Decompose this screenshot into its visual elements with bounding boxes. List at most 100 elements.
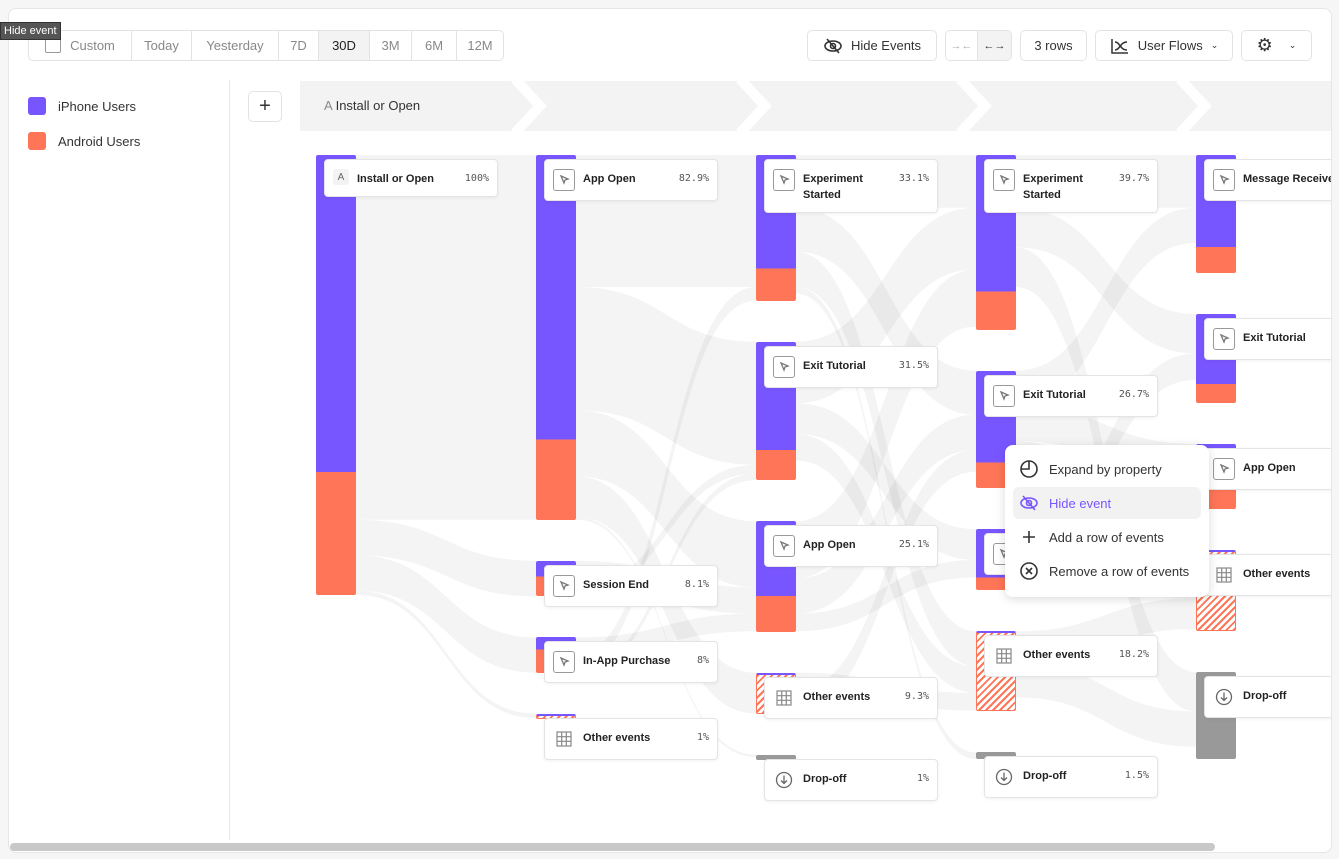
grid-icon [773,687,795,709]
flow-link-11[interactable] [576,287,756,669]
node-percent: 1% [916,772,929,784]
date-range-3m[interactable]: 3M [370,31,412,60]
node-card[interactable]: In-App Purchase 8% [544,641,718,684]
flow-link-8[interactable] [576,517,756,758]
flow-link-22[interactable] [796,559,976,632]
node-card[interactable]: Other events [1204,553,1331,596]
date-range-30d[interactable]: 30D [319,31,370,60]
node-name: Exit Tutorial [1243,331,1306,344]
node-percent: 31.5% [898,359,929,371]
legend-swatch [28,97,46,115]
node-name: Other events [803,690,871,703]
gear-icon: ⚙ [1256,35,1273,55]
flow-link-25[interactable] [796,287,976,759]
node-name: Exit Tutorial [803,359,866,372]
flow-link-18[interactable] [796,403,976,560]
flow-link-29[interactable] [1016,207,1196,406]
node-name: Experiment Started [1023,173,1083,201]
flow-link-1[interactable] [356,519,536,597]
view-label: User Flows [1137,38,1203,53]
node-card[interactable]: Drop-off [1204,675,1331,718]
step-a-label[interactable]: A Install or Open [324,98,420,113]
plus-icon: + [259,95,271,117]
node-card[interactable]: A Install or Open 100% [324,159,498,197]
rows-label: 3 rows [1034,38,1073,53]
menu-item-add-a-row-of-events[interactable]: Add a row of events [1013,521,1201,553]
view-dropdown[interactable]: User Flows ⌄ [1095,30,1233,61]
flow-link-12[interactable] [576,464,756,596]
node-percent: 1% [696,731,709,743]
event-cursor-icon [1213,457,1235,480]
flow-link-27[interactable] [1016,207,1196,354]
node-name: Session End [583,578,650,591]
flow-link-3[interactable] [356,590,536,718]
node-card[interactable]: Experiment Started 33.1% [764,159,938,213]
event-cursor-icon [553,169,575,191]
collapse-button[interactable]: →← [946,31,979,60]
node-card[interactable]: Drop-off 1.5% [984,756,1158,799]
node-bar[interactable] [756,754,796,760]
menu-item-expand-by-property[interactable]: Expand by property [1013,453,1201,485]
node-card[interactable]: Exit Tutorial 26.7% [984,374,1158,417]
date-range-label: 30D [332,38,356,53]
step-name: Install or Open [335,98,421,113]
expand-arrows-icon: ←→ [983,39,1006,52]
node-card[interactable]: Session End 8.1% [544,564,718,607]
node-card[interactable]: Other events 1% [544,717,718,760]
node-card[interactable]: Experiment Started 39.7% [984,159,1158,213]
node-card[interactable]: App Open [1204,447,1331,490]
hide-events-label: Hide Events [850,38,922,53]
flow-link-16[interactable] [796,251,976,667]
date-range-today[interactable]: Today [132,31,192,60]
node-card[interactable]: App Open 82.9% [544,159,718,201]
expand-button[interactable]: ←→ [978,31,1011,60]
step-letter: A [324,98,332,113]
expand-property-icon [1019,459,1039,479]
node-name: Install or Open [357,173,435,185]
node-card[interactable]: Message Received [1204,159,1331,201]
flow-link-2[interactable] [356,555,536,673]
add-step-button[interactable]: + [248,91,282,122]
node-card[interactable]: Exit Tutorial [1204,317,1331,360]
legend-item-android[interactable]: Android Users [28,132,140,150]
date-range-12m[interactable]: 12M [457,31,503,60]
width-toggle: →← ←→ [945,30,1012,61]
date-range-7d[interactable]: 7D [279,31,319,60]
eye-slash-icon [824,37,842,54]
settings-dropdown[interactable]: ⚙ ⌄ [1241,30,1312,61]
hide-events-button[interactable]: Hide Events [807,30,937,61]
sidebar-divider [229,80,230,840]
node-percent: 8% [696,655,709,667]
menu-item-label: Remove a row of events [1049,563,1190,579]
node-card[interactable]: Other events 9.3% [764,676,938,719]
node-bar[interactable] [536,155,576,520]
horizontal-scrollbar[interactable] [10,843,1215,851]
date-range-6m[interactable]: 6M [412,31,457,60]
node-card[interactable]: App Open 25.1% [764,525,938,568]
node-name: App Open [583,173,636,185]
node-bar[interactable] [316,155,356,595]
node-card[interactable]: Other events 18.2% [984,635,1158,678]
flow-link-0[interactable] [356,155,536,520]
rows-button[interactable]: 3 rows [1020,30,1087,61]
menu-item-hide-event[interactable]: Hide event [1013,487,1201,519]
node-card[interactable]: Drop-off 1% [764,758,938,801]
flow-link-5[interactable] [576,287,756,465]
flow-link-35[interactable] [1016,662,1196,747]
flow-link-6[interactable] [576,410,756,588]
date-range-label: Yesterday [206,38,264,53]
date-range-yesterday[interactable]: Yesterday [192,31,279,60]
arrow-down-circle-icon [773,769,795,791]
legend-label: iPhone Users [58,98,137,114]
node-name: Experiment Started [803,173,863,201]
legend-item-iphone[interactable]: iPhone Users [28,97,136,115]
node-card[interactable]: Exit Tutorial 31.5% [764,345,938,388]
flow-link-24[interactable] [796,449,976,713]
date-range-selector: Custom Today Yesterday 7D 30D 3M 6M 12M [28,30,504,61]
node-percent: 33.1% [898,173,929,184]
grid-icon [553,728,575,750]
chevron-down-icon: ⌄ [1210,40,1219,50]
date-range-custom[interactable]: Custom [29,31,132,60]
menu-item-remove-a-row-of-events[interactable]: Remove a row of events [1013,555,1201,587]
node-bar[interactable] [976,752,1016,759]
